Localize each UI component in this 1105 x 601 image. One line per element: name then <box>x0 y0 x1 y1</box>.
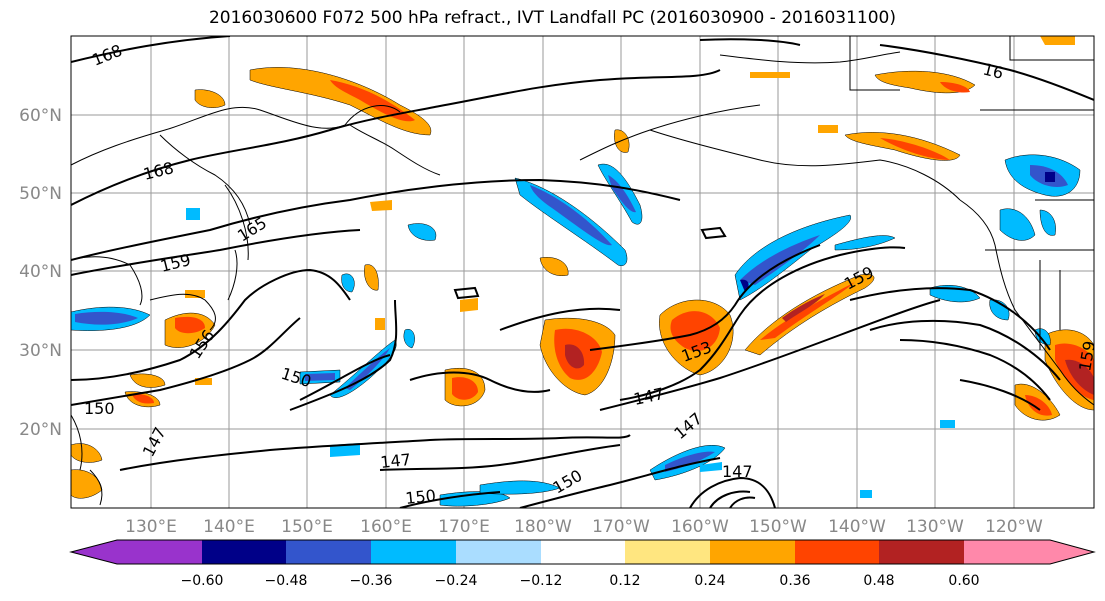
colorbar-tick-label: −0.12 <box>520 573 563 589</box>
colorbar-tick-label: 0.12 <box>609 573 640 589</box>
colorbar-tick-label: 0.36 <box>779 573 810 589</box>
lat-label: 50°N <box>19 184 62 204</box>
lon-label: 130°W <box>906 517 964 537</box>
colorbar-outline <box>69 539 1096 565</box>
colorbar-segment <box>456 540 541 564</box>
colorbar-tick-label: −0.60 <box>181 573 224 589</box>
latitude-labels: 60°N 50°N 40°N 30°N 20°N <box>19 106 62 440</box>
colorbar-segment <box>286 540 371 564</box>
contour-label: 159 <box>1075 339 1099 372</box>
colorbar-tick-label: −0.48 <box>265 573 308 589</box>
colorbar-tick-label: −0.36 <box>350 573 393 589</box>
lon-label: 140°W <box>828 517 886 537</box>
longitude-labels: 130°E 140°E 150°E 160°E 170°E 180°W 170°… <box>125 517 1043 537</box>
colorbar-segment <box>541 540 625 564</box>
colorbar-tick-label: −0.24 <box>435 573 478 589</box>
colorbar-segment <box>879 540 964 564</box>
lon-label: 120°W <box>985 517 1043 537</box>
colorbar-segment <box>371 540 456 564</box>
contour-label: 147 <box>379 450 411 472</box>
lat-label: 40°N <box>19 262 62 282</box>
lon-label: 160°E <box>360 517 412 537</box>
colorbar-tick-label: 0.60 <box>948 573 979 589</box>
lat-label: 20°N <box>19 420 62 440</box>
filled-contours <box>71 36 1094 507</box>
lon-label: 170°E <box>438 517 490 537</box>
colorbar-segment <box>71 540 202 564</box>
lat-label: 60°N <box>19 106 62 126</box>
lon-label: 150°E <box>281 517 333 537</box>
contour-label: 150 <box>84 399 115 418</box>
colorbar-tick-label: 0.24 <box>694 573 725 589</box>
contour-label: 147 <box>722 462 753 481</box>
lon-label: 180°W <box>514 517 572 537</box>
height-contours <box>71 36 1094 508</box>
colorbar-tick-label: 0.48 <box>863 573 894 589</box>
contour-label: 150 <box>404 486 436 508</box>
coastlines <box>71 36 1094 506</box>
map-frame <box>70 35 1095 509</box>
lon-label: 140°E <box>203 517 255 537</box>
contour-label: 16 <box>981 59 1005 82</box>
lon-label: 150°W <box>749 517 807 537</box>
colorbar-segment <box>625 540 710 564</box>
colorbar-segment <box>795 540 879 564</box>
colorbar-segment <box>202 540 286 564</box>
lon-label: 170°W <box>592 517 650 537</box>
colorbar-segment <box>964 540 1094 564</box>
colorbar-segment <box>710 540 795 564</box>
lat-label: 30°N <box>19 341 62 361</box>
colorbar: −0.60 −0.48 −0.36 −0.24 −0.12 0.12 0.24 … <box>69 539 1096 589</box>
lon-label: 160°W <box>671 517 729 537</box>
map-title: 2016030600 F072 500 hPa refract., IVT La… <box>208 8 896 28</box>
lon-label: 130°E <box>125 517 177 537</box>
